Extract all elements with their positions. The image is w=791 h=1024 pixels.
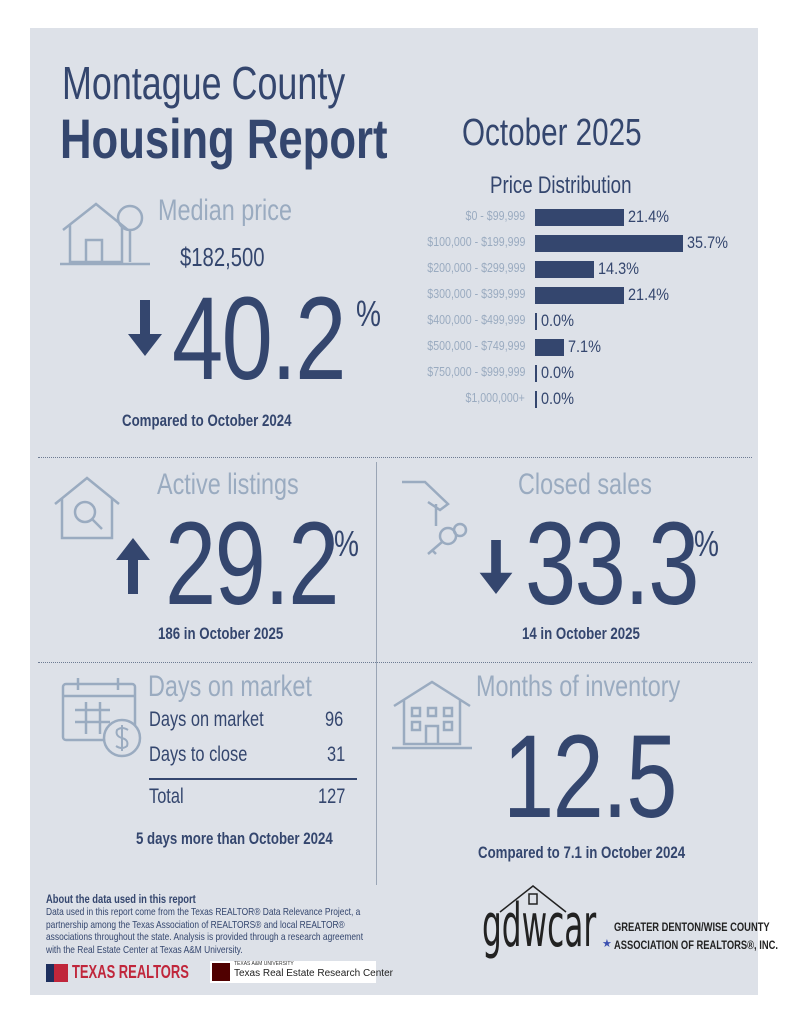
gdwcar-name-line1: GREATER DENTON/WISE COUNTY (614, 920, 770, 934)
price-bar (535, 391, 537, 408)
arrow-down-icon (128, 300, 162, 356)
price-bar (535, 287, 624, 304)
star-icon: ★ (602, 938, 612, 950)
report-title: Housing Report (60, 107, 388, 170)
divider (38, 662, 752, 663)
days-on-market-label: Days on market (148, 670, 312, 703)
price-bar-value: 0.0% (541, 363, 574, 382)
price-range-label: $300,000 - $399,999 (426, 287, 525, 301)
arrow-up-icon (116, 538, 150, 594)
house-tree-icon (60, 202, 150, 266)
price-range-label: $1,000,000+ (465, 391, 525, 405)
months-inventory-label: Months of inventory (476, 670, 681, 703)
house-search-icon (54, 476, 120, 540)
tamu-mark-icon (212, 963, 230, 981)
calendar-dollar-icon (61, 678, 142, 758)
tamu-name: Texas Real Estate Research Center (234, 968, 393, 979)
price-range-label: $750,000 - $999,999 (426, 365, 525, 379)
texas-realtors-logo: TEXAS REALTORS (72, 962, 189, 982)
price-bar-value: 0.0% (541, 311, 574, 330)
about-title: About the data used in this report (46, 892, 196, 906)
closed-change: 33.3 (525, 498, 699, 630)
about-text: Data used in this report come from the T… (46, 906, 364, 956)
price-bar-value: 7.1% (568, 337, 602, 356)
active-pct: % (334, 523, 359, 564)
price-bar (535, 261, 595, 278)
gdwcar-logo: gdwcar (482, 891, 597, 961)
price-bar-value: 21.4% (627, 285, 669, 304)
price-bar (535, 313, 537, 330)
divider (38, 457, 752, 458)
price-range-label: $400,000 - $499,999 (426, 313, 525, 327)
price-range-label: $500,000 - $749,999 (426, 339, 525, 353)
price-bar-value: 0.0% (541, 389, 574, 408)
gdwcar-name-line2: ASSOCIATION OF REALTORS®, INC. (614, 938, 778, 952)
dom-row-value: 96 (325, 708, 344, 731)
months-inventory-value: 12.5 (503, 711, 677, 843)
total-rule (149, 778, 357, 780)
median-compare: Compared to October 2024 (122, 411, 292, 430)
divider-vertical (376, 462, 377, 885)
price-bar-value: 21.4% (627, 207, 669, 226)
median-pct: % (356, 293, 381, 334)
closed-note: 14 in October 2025 (522, 624, 640, 643)
dom-row-value: 31 (327, 743, 346, 766)
active-change: 29.2 (165, 498, 339, 630)
price-range-label: $200,000 - $299,999 (426, 261, 525, 275)
texas-realtors-mark-icon (46, 964, 68, 982)
tamu-logo (210, 961, 376, 983)
dom-note: 5 days more than October 2024 (136, 829, 333, 848)
price-bar-value: 14.3% (598, 259, 640, 278)
price-bar (535, 365, 537, 382)
active-listings-label: Active listings (157, 468, 299, 501)
gdwcar-roof-icon (499, 885, 567, 913)
median-change: 40.2 (172, 273, 346, 405)
closed-sales-label: Closed sales (518, 468, 652, 501)
dom-total-label: Total (149, 785, 184, 808)
dom-total-value: 127 (318, 785, 346, 808)
arrow-down-icon (479, 540, 513, 594)
median-price-label: Median price (158, 194, 292, 227)
report-period: October 2025 (462, 112, 642, 154)
price-bar (535, 209, 624, 226)
dom-row-label: Days to close (149, 743, 248, 766)
price-bar (535, 235, 684, 252)
closed-pct: % (694, 523, 719, 564)
price-distribution-title: Price Distribution (490, 172, 632, 199)
building-icon (392, 680, 472, 750)
median-price-value: $182,500 (180, 242, 265, 272)
price-bar-value: 35.7% (687, 233, 729, 252)
county-name: Montague County (62, 57, 346, 109)
dom-row-label: Days on market (149, 708, 264, 731)
price-bar (535, 339, 565, 356)
active-note: 186 in October 2025 (158, 624, 284, 643)
report-panel (30, 28, 758, 995)
price-range-label: $0 - $99,999 (465, 209, 525, 223)
price-range-label: $100,000 - $199,999 (426, 235, 525, 249)
tamu-small: TEXAS A&M UNIVERSITY (234, 961, 294, 967)
hand-keys-icon (402, 480, 468, 555)
moi-note: Compared to 7.1 in October 2024 (478, 843, 686, 862)
